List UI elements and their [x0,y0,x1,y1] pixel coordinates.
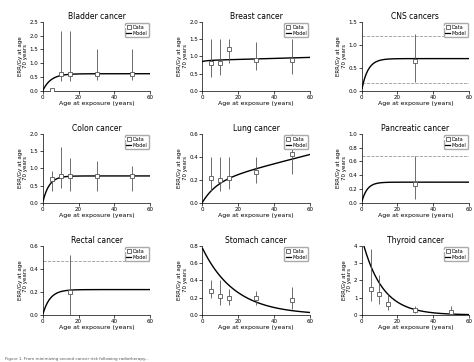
Legend: Data, Model: Data, Model [444,23,468,37]
X-axis label: Age at exposure (years): Age at exposure (years) [378,325,453,331]
X-axis label: Age at exposure (years): Age at exposure (years) [59,214,134,218]
Title: Colon cancer: Colon cancer [72,124,121,133]
X-axis label: Age at exposure (years): Age at exposure (years) [59,325,134,331]
Title: Lung cancer: Lung cancer [233,124,279,133]
Legend: Data, Model: Data, Model [284,135,309,149]
Title: Stomach cancer: Stomach cancer [225,236,287,245]
Legend: Data, Model: Data, Model [125,135,149,149]
Y-axis label: ERR/Gy at age
70 years: ERR/Gy at age 70 years [177,261,188,300]
Y-axis label: ERR/Gy at age
70 years: ERR/Gy at age 70 years [18,261,28,300]
Title: Bladder cancer: Bladder cancer [68,12,126,21]
X-axis label: Age at exposure (years): Age at exposure (years) [378,101,453,106]
Y-axis label: ERR/Gy at age
70 years: ERR/Gy at age 70 years [337,148,347,188]
X-axis label: Age at exposure (years): Age at exposure (years) [59,101,134,106]
Title: Pancreatic cancer: Pancreatic cancer [382,124,449,133]
Y-axis label: ERR/Gy at age
70 years: ERR/Gy at age 70 years [18,37,28,76]
Legend: Data, Model: Data, Model [444,247,468,261]
Title: Breast cancer: Breast cancer [229,12,283,21]
Title: Thyroid cancer: Thyroid cancer [387,236,444,245]
Y-axis label: ERR/Gy at age
70 years: ERR/Gy at age 70 years [177,37,188,76]
Legend: Data, Model: Data, Model [284,23,309,37]
Legend: Data, Model: Data, Model [125,247,149,261]
X-axis label: Age at exposure (years): Age at exposure (years) [218,214,294,218]
Legend: Data, Model: Data, Model [125,23,149,37]
Title: Rectal cancer: Rectal cancer [71,236,122,245]
Y-axis label: ERR/Gy at age
70 years: ERR/Gy at age 70 years [18,148,28,188]
Legend: Data, Model: Data, Model [284,247,309,261]
Text: Figure 1. From minimizing second cancer risk following radiotherapy...: Figure 1. From minimizing second cancer … [5,357,148,361]
Y-axis label: ERR/Gy at age
70 years: ERR/Gy at age 70 years [337,37,347,76]
Legend: Data, Model: Data, Model [444,135,468,149]
Y-axis label: ERR/Gy at age
70 years: ERR/Gy at age 70 years [342,261,353,300]
X-axis label: Age at exposure (years): Age at exposure (years) [218,101,294,106]
X-axis label: Age at exposure (years): Age at exposure (years) [218,325,294,331]
X-axis label: Age at exposure (years): Age at exposure (years) [378,214,453,218]
Title: CNS cancers: CNS cancers [392,12,439,21]
Y-axis label: ERR/Gy at age
70 years: ERR/Gy at age 70 years [177,148,188,188]
